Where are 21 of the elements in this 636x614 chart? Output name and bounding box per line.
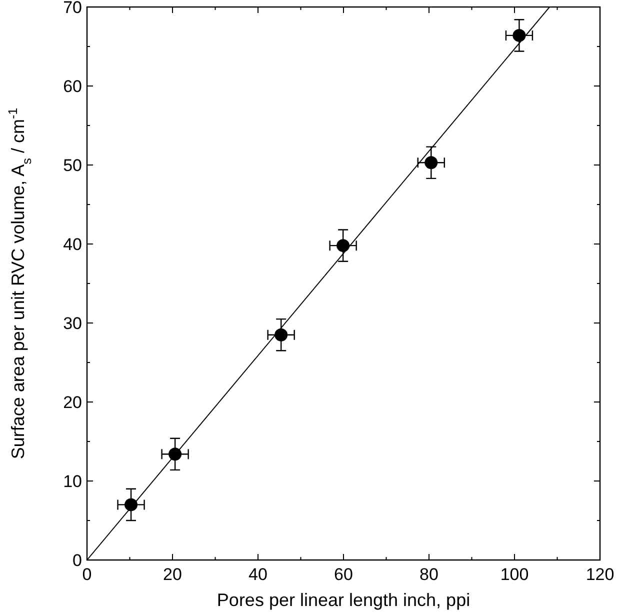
y-tick-label: 0 xyxy=(72,550,82,570)
x-tick-label: 60 xyxy=(334,565,353,584)
point xyxy=(424,156,438,170)
x-axis-title: Pores per linear length inch, ppi xyxy=(216,590,470,610)
point xyxy=(168,448,182,461)
y-tick-label: 40 xyxy=(63,234,82,254)
x-tick-label: 40 xyxy=(248,565,268,584)
y-tick-label: 10 xyxy=(63,472,82,491)
point xyxy=(336,239,350,252)
y-tick-label: 60 xyxy=(63,76,82,96)
x-tick-label: 100 xyxy=(500,565,529,584)
x-tick-label: 20 xyxy=(163,565,182,584)
x-tick-label: 120 xyxy=(586,565,614,584)
y-tick-label: 50 xyxy=(63,156,82,175)
x-tick-label: 80 xyxy=(420,565,438,584)
point xyxy=(124,498,138,512)
point xyxy=(274,328,288,342)
y-tick-label: 30 xyxy=(63,314,82,333)
y-tick-label: 70 xyxy=(63,0,82,17)
y-tick-label: 20 xyxy=(63,392,82,412)
point xyxy=(512,28,526,42)
